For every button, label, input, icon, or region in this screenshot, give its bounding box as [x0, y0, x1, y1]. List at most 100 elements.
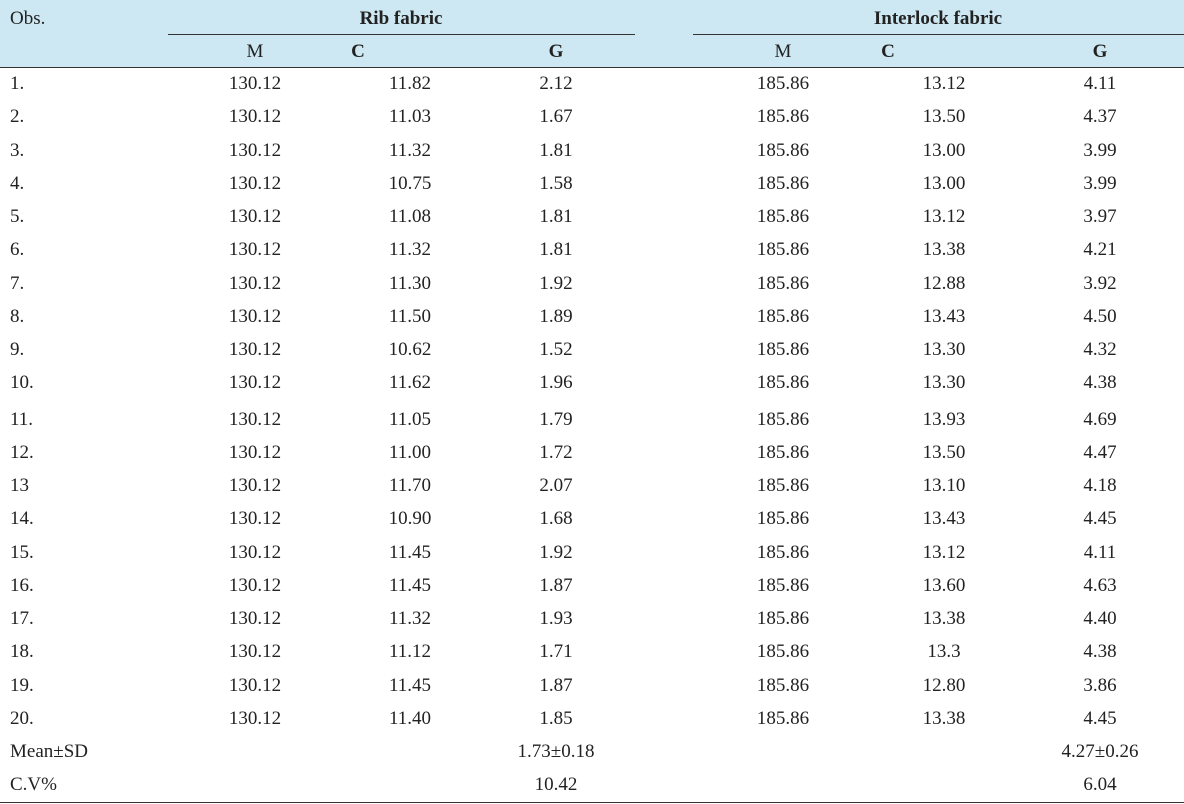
- summary-label: Mean±SD: [10, 741, 88, 762]
- row-cell: 4.11: [1083, 73, 1117, 94]
- row-cell: 13.50: [922, 106, 966, 127]
- row-cell: 13.3: [927, 641, 961, 662]
- row-obs: 16.: [10, 575, 34, 596]
- subheader-c: C: [881, 41, 895, 62]
- row-cell: 185.86: [756, 239, 810, 260]
- row-cell: 3.99: [1083, 173, 1117, 194]
- obs-header: Obs.: [10, 8, 46, 29]
- row-cell: 11.45: [388, 675, 432, 696]
- row-cell: 185.86: [756, 508, 810, 529]
- row-cell: 3.99: [1083, 140, 1117, 161]
- row-cell: 130.12: [228, 608, 282, 629]
- row-obs: 1.: [10, 73, 25, 94]
- row-obs: 6.: [10, 239, 25, 260]
- row-cell: 1.85: [539, 708, 573, 729]
- row-cell: 4.40: [1083, 608, 1117, 629]
- row-cell: 4.38: [1083, 372, 1117, 393]
- row-cell: 3.97: [1083, 206, 1117, 227]
- row-cell: 11.30: [388, 273, 432, 294]
- row-cell: 11.62: [388, 372, 432, 393]
- row-cell: 4.63: [1083, 575, 1117, 596]
- row-cell: 11.32: [388, 140, 432, 161]
- row-obs: 17.: [10, 608, 34, 629]
- row-cell: 1.96: [539, 372, 573, 393]
- row-cell: 185.86: [756, 641, 810, 662]
- subheader-c: C: [351, 41, 365, 62]
- summary-rib-g: 1.73±0.18: [517, 741, 595, 762]
- row-cell: 4.21: [1083, 239, 1117, 260]
- row-cell: 13.43: [922, 306, 966, 327]
- row-cell: 185.86: [756, 675, 810, 696]
- row-cell: 11.82: [388, 73, 432, 94]
- row-cell: 11.40: [388, 708, 432, 729]
- row-cell: 130.12: [228, 73, 282, 94]
- row-cell: 11.50: [388, 306, 432, 327]
- row-cell: 130.12: [228, 542, 282, 563]
- row-cell: 185.86: [756, 273, 810, 294]
- row-cell: 13.38: [922, 239, 966, 260]
- row-cell: 1.81: [539, 239, 573, 260]
- row-cell: 130.12: [228, 106, 282, 127]
- row-cell: 130.12: [228, 372, 282, 393]
- row-cell: 1.92: [539, 273, 573, 294]
- row-cell: 185.86: [756, 306, 810, 327]
- row-cell: 13.12: [922, 73, 966, 94]
- row-cell: 185.86: [756, 106, 810, 127]
- row-cell: 11.00: [388, 442, 432, 463]
- row-cell: 1.72: [539, 442, 573, 463]
- rib-group-rule: [168, 34, 635, 35]
- row-cell: 10.62: [388, 339, 432, 360]
- row-cell: 11.08: [388, 206, 432, 227]
- row-cell: 185.86: [756, 608, 810, 629]
- subheader-g: G: [1092, 41, 1108, 62]
- header-bottom-rule: [0, 67, 1184, 68]
- row-cell: 13.30: [922, 339, 966, 360]
- row-cell: 12.88: [922, 273, 966, 294]
- row-cell: 2.07: [539, 475, 573, 496]
- row-cell: 1.81: [539, 206, 573, 227]
- row-cell: 10.90: [388, 508, 432, 529]
- row-cell: 130.12: [228, 442, 282, 463]
- row-cell: 185.86: [756, 73, 810, 94]
- row-cell: 13.38: [922, 608, 966, 629]
- row-obs: 10.: [10, 372, 34, 393]
- row-cell: 130.12: [228, 675, 282, 696]
- row-obs: 7.: [10, 273, 25, 294]
- row-cell: 11.12: [388, 641, 432, 662]
- row-cell: 4.45: [1083, 708, 1117, 729]
- row-cell: 13.38: [922, 708, 966, 729]
- subheader-m: M: [246, 41, 264, 62]
- row-cell: 185.86: [756, 409, 810, 430]
- row-cell: 13.30: [922, 372, 966, 393]
- row-cell: 2.12: [539, 73, 573, 94]
- row-obs: 13: [10, 475, 29, 496]
- row-cell: 4.50: [1083, 306, 1117, 327]
- row-cell: 10.75: [388, 173, 432, 194]
- row-cell: 1.71: [539, 641, 573, 662]
- row-cell: 3.86: [1083, 675, 1117, 696]
- row-cell: 11.03: [388, 106, 432, 127]
- row-cell: 130.12: [228, 575, 282, 596]
- row-cell: 130.12: [228, 140, 282, 161]
- row-obs: 19.: [10, 675, 34, 696]
- row-cell: 13.00: [922, 140, 966, 161]
- row-cell: 11.45: [388, 542, 432, 563]
- row-cell: 130.12: [228, 409, 282, 430]
- row-cell: 11.32: [388, 239, 432, 260]
- subheader-m: M: [774, 41, 792, 62]
- row-cell: 1.87: [539, 675, 573, 696]
- row-obs: 14.: [10, 508, 34, 529]
- row-cell: 4.18: [1083, 475, 1117, 496]
- summary-interlock-g: 6.04: [1083, 774, 1117, 795]
- row-obs: 15.: [10, 542, 34, 563]
- table-bottom-rule: [0, 802, 1184, 803]
- summary-rib-g: 10.42: [534, 774, 578, 795]
- row-cell: 11.70: [388, 475, 432, 496]
- row-cell: 4.38: [1083, 641, 1117, 662]
- row-cell: 12.80: [922, 675, 966, 696]
- row-obs: 11.: [10, 409, 34, 430]
- row-cell: 185.86: [756, 339, 810, 360]
- row-cell: 4.47: [1083, 442, 1117, 463]
- row-cell: 1.52: [539, 339, 573, 360]
- row-cell: 1.58: [539, 173, 573, 194]
